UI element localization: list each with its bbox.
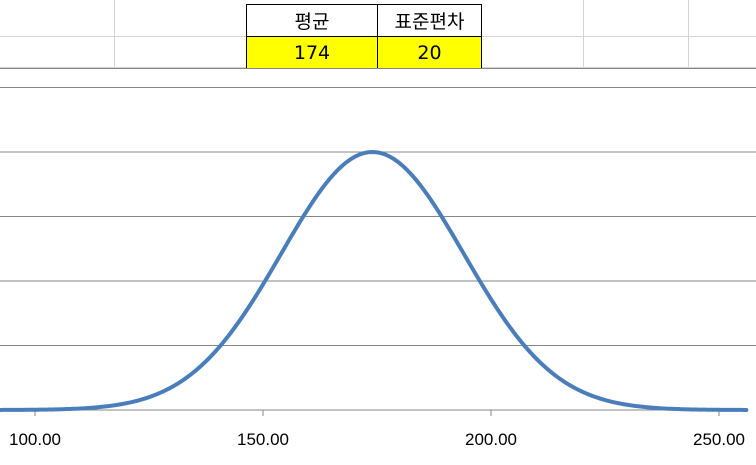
series-line-normal-curve <box>0 150 749 412</box>
sheet-col-gridline <box>114 0 115 68</box>
sheet-col-gridline <box>688 0 689 68</box>
gridlines <box>0 68 756 346</box>
x-tick-label: 250.00 <box>693 430 745 449</box>
value-cell-std-dev[interactable]: 20 <box>377 36 482 69</box>
x-tick-label: 150.00 <box>237 430 289 449</box>
header-cell-mean[interactable]: 평균 <box>246 4 378 37</box>
value-cell-mean[interactable]: 174 <box>246 36 378 69</box>
sheet-col-gridline <box>583 0 584 68</box>
header-cell-std-dev[interactable]: 표준편차 <box>377 4 482 37</box>
x-tick-label: 200.00 <box>465 430 517 449</box>
x-axis <box>5 409 740 416</box>
normal-distribution-chart: 100.00 150.00 200.00 250.00 <box>0 68 756 449</box>
spreadsheet-area: 평균 표준편차 174 20 <box>0 0 756 69</box>
x-tick-labels: 100.00 150.00 200.00 250.00 <box>9 430 745 449</box>
x-tick-label: 100.00 <box>9 430 61 449</box>
